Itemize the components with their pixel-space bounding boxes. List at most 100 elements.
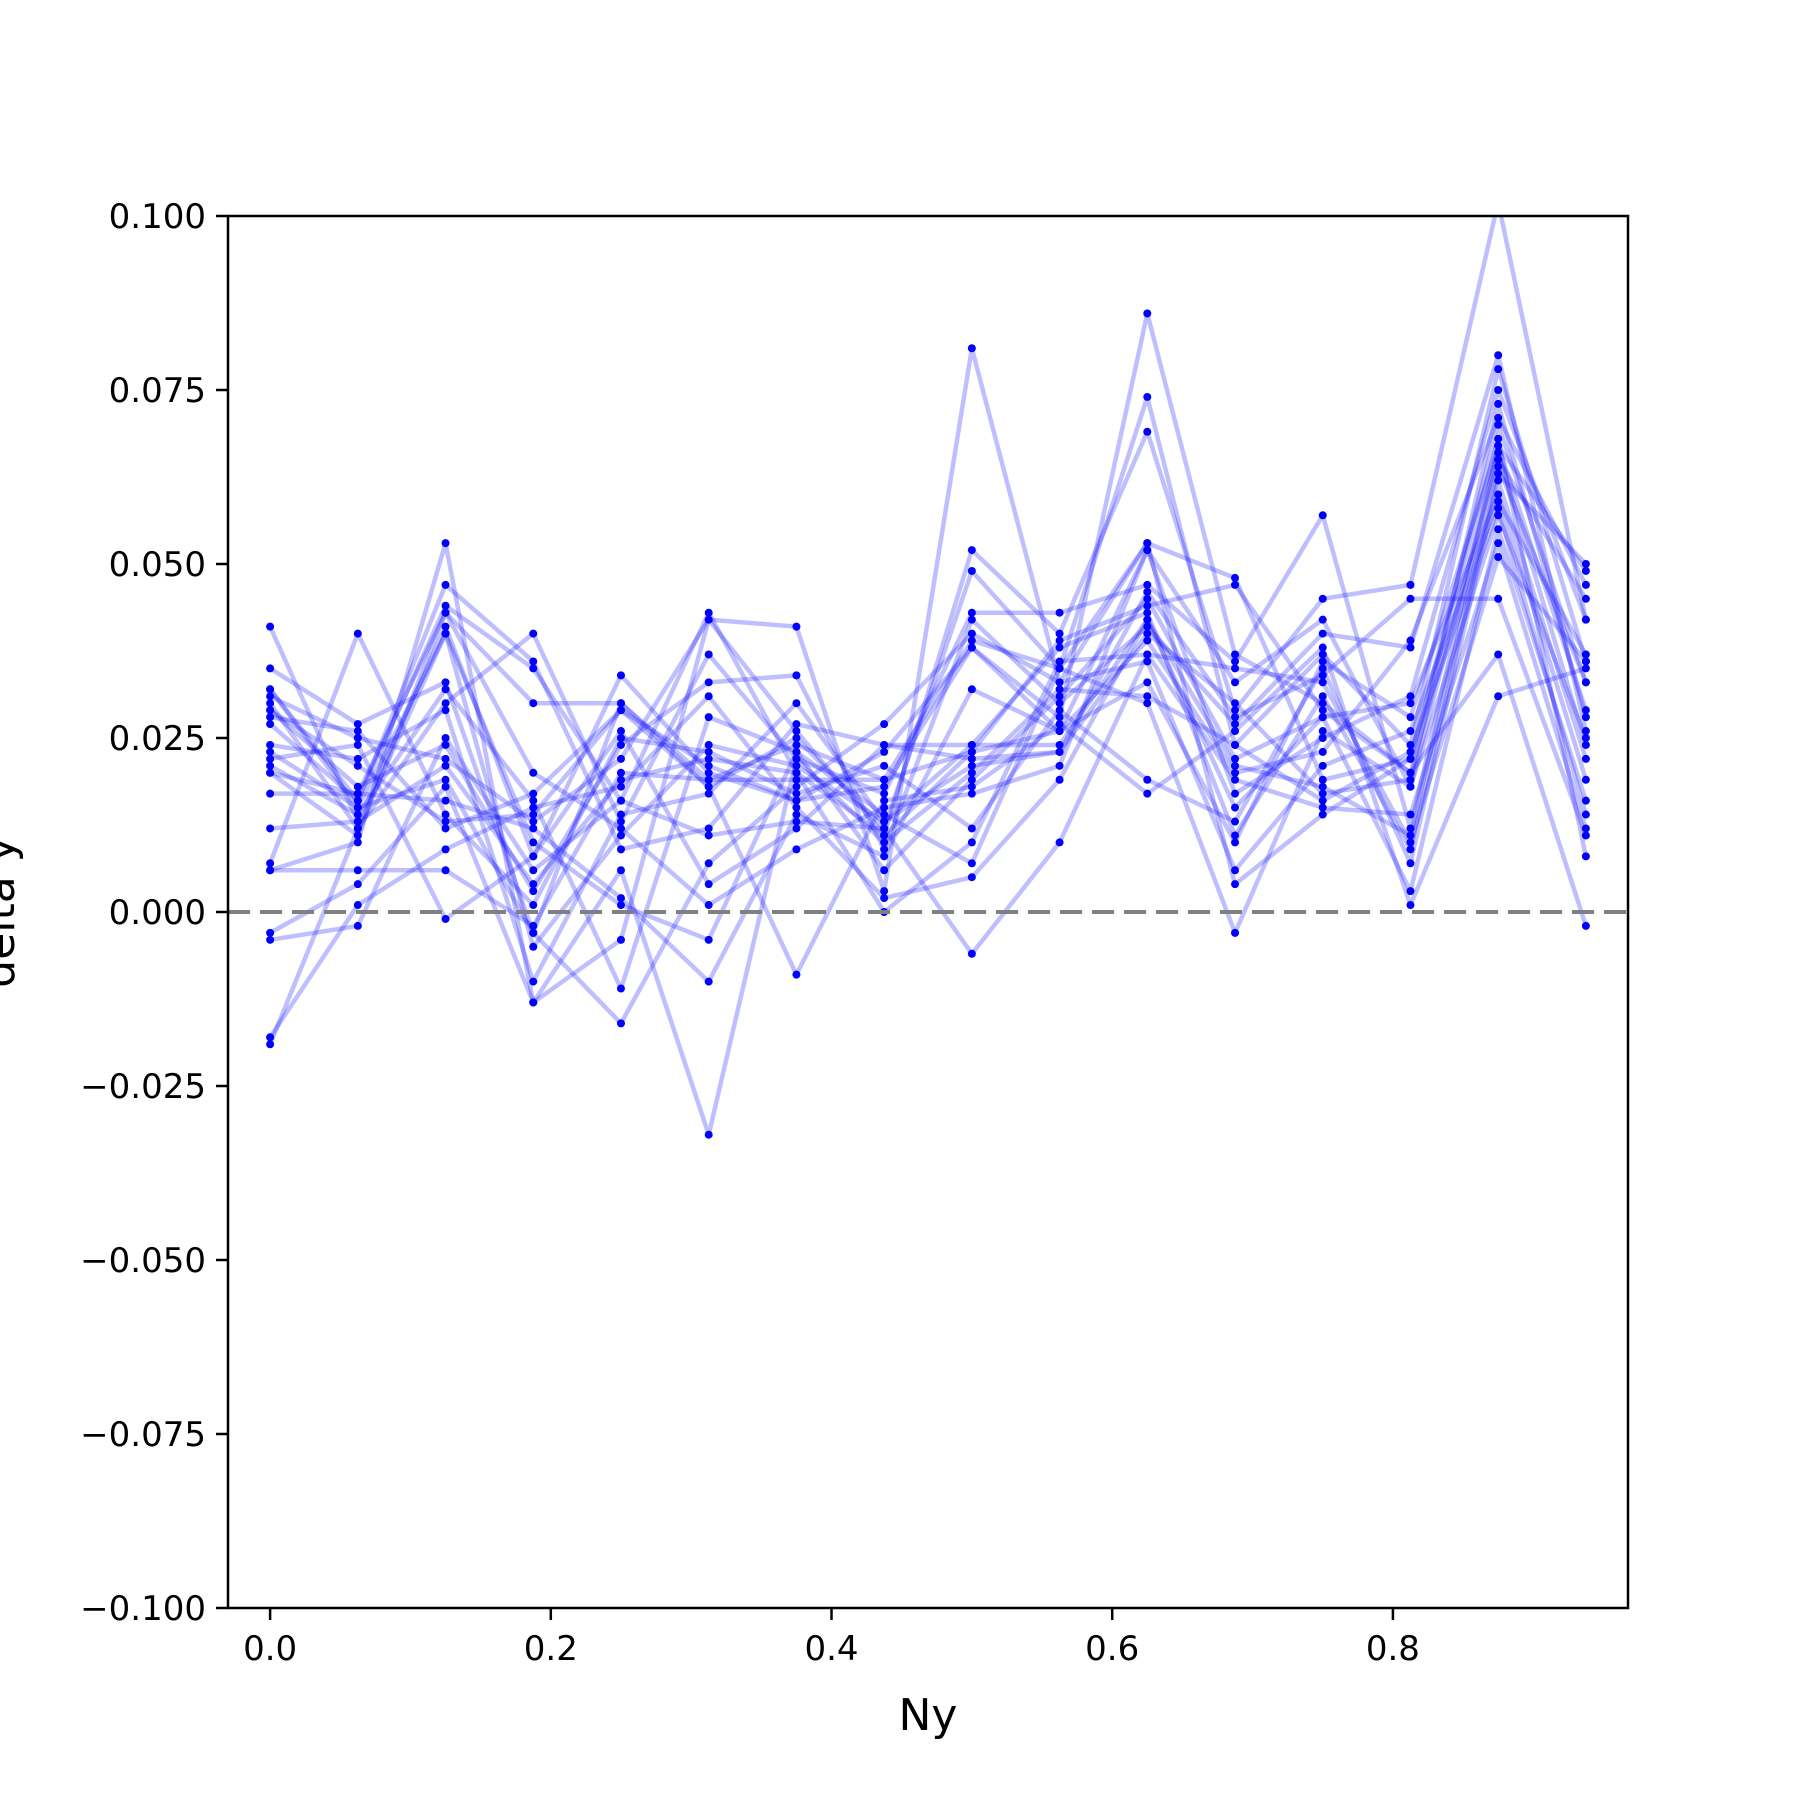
y-tick-label: 0.050 — [109, 545, 206, 585]
data-point — [1055, 685, 1064, 694]
series-line-3 — [268, 216, 1589, 838]
data-point — [1406, 901, 1415, 910]
data-point — [1406, 740, 1415, 749]
series-line-2 — [268, 366, 1589, 936]
data-point — [792, 754, 801, 763]
data-point — [1581, 775, 1590, 784]
data-point — [1055, 727, 1064, 736]
data-point — [441, 706, 450, 715]
data-point — [529, 657, 538, 666]
data-point — [441, 775, 450, 784]
data-point — [1581, 615, 1590, 624]
data-point — [1143, 546, 1152, 555]
data-point — [1318, 713, 1327, 722]
data-point — [704, 977, 713, 986]
data-point — [1318, 782, 1327, 791]
data-point — [880, 782, 889, 791]
data-point — [441, 845, 450, 854]
data-point — [792, 720, 801, 729]
data-point — [616, 935, 625, 944]
data-point — [529, 803, 538, 812]
data-point — [529, 810, 538, 819]
data-point — [616, 817, 625, 826]
data-point — [266, 706, 275, 715]
data-point — [1406, 727, 1415, 736]
data-point — [1581, 740, 1590, 749]
data-point — [1231, 754, 1240, 763]
data-point — [1581, 594, 1590, 603]
data-point — [1406, 831, 1415, 840]
data-point — [1494, 504, 1503, 513]
data-point — [616, 754, 625, 763]
data-point — [967, 859, 976, 868]
data-point — [266, 622, 275, 631]
series-line-6 — [268, 352, 1589, 894]
data-point — [1318, 789, 1327, 798]
x-tick-label: 0.8 — [1366, 1629, 1420, 1669]
data-point — [1318, 643, 1327, 652]
data-point — [792, 747, 801, 756]
data-point — [704, 901, 713, 910]
data-point — [1494, 469, 1503, 478]
data-point — [967, 782, 976, 791]
data-point — [1055, 713, 1064, 722]
data-point — [1231, 727, 1240, 736]
data-point — [704, 761, 713, 770]
y-axis-label: delta y — [0, 836, 25, 987]
data-point — [441, 866, 450, 875]
data-point — [792, 782, 801, 791]
data-point — [704, 608, 713, 617]
data-point — [1055, 636, 1064, 645]
data-point — [880, 831, 889, 840]
data-point — [1143, 309, 1152, 318]
data-point — [792, 789, 801, 798]
data-point — [1494, 497, 1503, 506]
y-tick-label: 0.100 — [109, 197, 206, 237]
series-line-8 — [268, 471, 1588, 852]
data-point — [1494, 594, 1503, 603]
data-point — [1406, 713, 1415, 722]
data-point — [1318, 699, 1327, 708]
data-point — [1406, 580, 1415, 589]
data-point — [266, 699, 275, 708]
data-point — [1406, 699, 1415, 708]
data-point — [1318, 664, 1327, 673]
data-point — [1494, 198, 1502, 206]
y-tick-label: 0.000 — [109, 893, 206, 933]
data-point — [266, 859, 275, 868]
data-point — [967, 775, 976, 784]
data-point — [1406, 810, 1415, 819]
series-line-25 — [269, 540, 1589, 1005]
data-point — [1406, 838, 1415, 847]
data-point — [616, 740, 625, 749]
data-point — [880, 887, 889, 896]
data-point — [1231, 580, 1240, 589]
data-point — [616, 1019, 625, 1028]
data-point — [1143, 608, 1152, 617]
data-point — [441, 608, 450, 617]
data-point — [792, 699, 801, 708]
x-tick-label: 0.6 — [1085, 1629, 1139, 1669]
data-point — [616, 796, 625, 805]
data-point — [1494, 490, 1503, 499]
x-axis-label: Ny — [899, 1690, 958, 1741]
data-point — [792, 775, 801, 784]
data-point — [1318, 706, 1327, 715]
data-point — [1231, 789, 1240, 798]
data-point — [616, 845, 625, 854]
data-point — [1143, 392, 1152, 401]
data-point — [616, 727, 625, 736]
data-point — [967, 949, 976, 958]
data-point — [441, 754, 450, 763]
data-point — [529, 796, 538, 805]
data-point — [1494, 511, 1503, 520]
data-point — [1143, 622, 1152, 631]
data-point — [1406, 859, 1415, 868]
data-point — [704, 754, 713, 763]
data-point — [1231, 664, 1240, 673]
data-point — [266, 747, 275, 756]
data-point — [967, 685, 976, 694]
data-point — [1055, 706, 1064, 715]
data-point — [616, 734, 625, 742]
